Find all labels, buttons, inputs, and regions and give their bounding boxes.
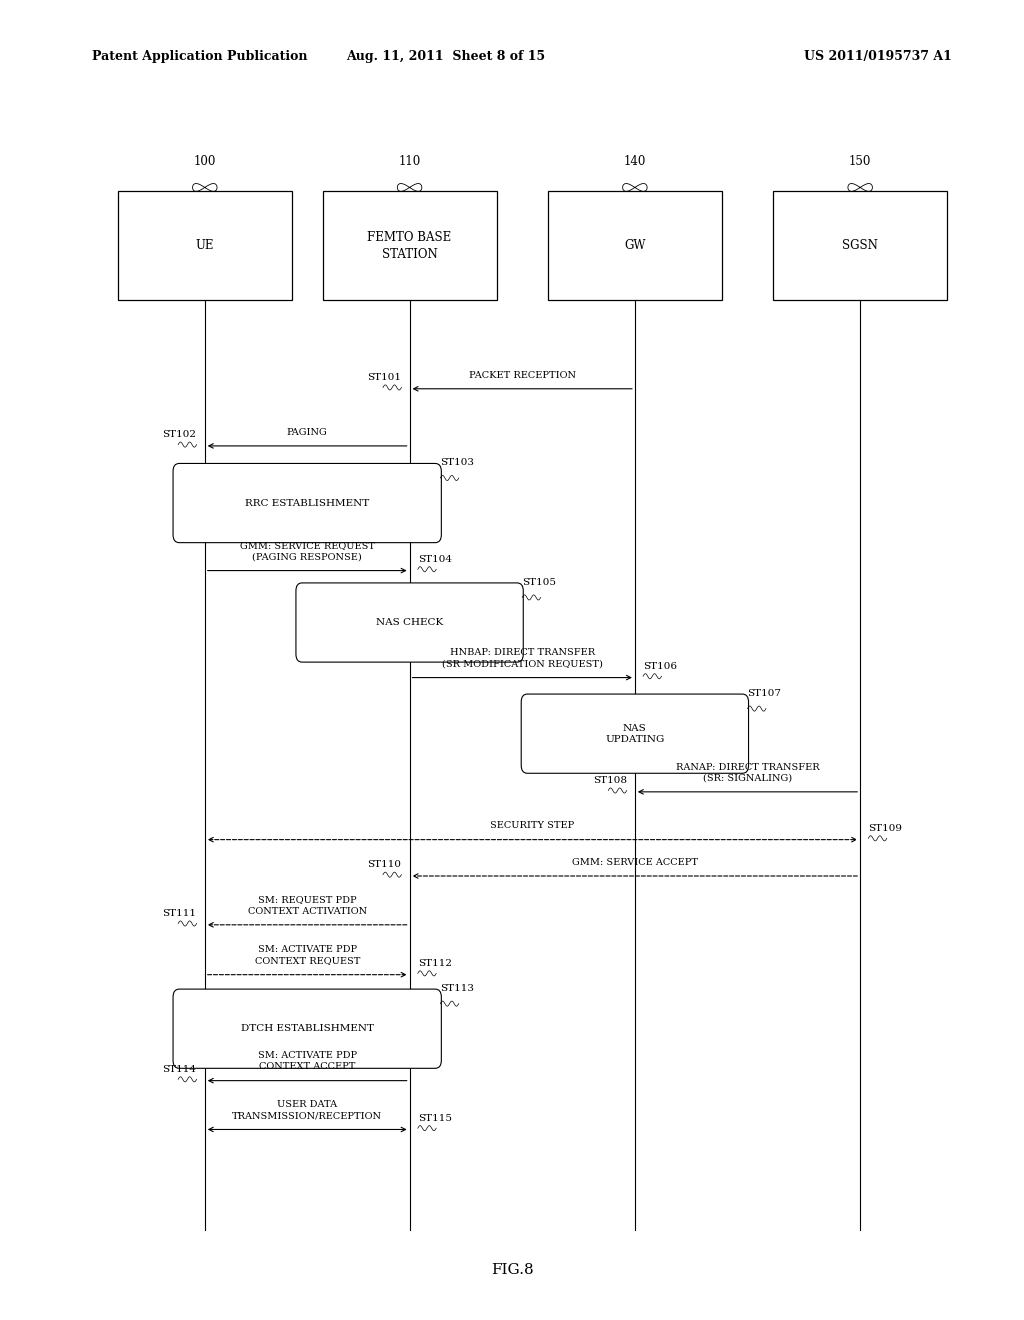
Text: GMM: SERVICE REQUEST
(PAGING RESPONSE): GMM: SERVICE REQUEST (PAGING RESPONSE) xyxy=(240,541,375,561)
Text: PAGING: PAGING xyxy=(287,428,328,437)
FancyBboxPatch shape xyxy=(548,191,722,301)
Text: ST101: ST101 xyxy=(368,374,401,383)
Text: 140: 140 xyxy=(624,154,646,168)
Text: SM: REQUEST PDP
CONTEXT ACTIVATION: SM: REQUEST PDP CONTEXT ACTIVATION xyxy=(248,895,367,916)
Text: ST110: ST110 xyxy=(368,861,401,870)
Text: DTCH ESTABLISHMENT: DTCH ESTABLISHMENT xyxy=(241,1024,374,1034)
Text: Patent Application Publication: Patent Application Publication xyxy=(92,50,307,63)
Text: ST112: ST112 xyxy=(418,960,452,968)
Text: ST106: ST106 xyxy=(643,661,677,671)
Text: ST105: ST105 xyxy=(522,578,556,587)
Text: ST111: ST111 xyxy=(163,909,197,919)
FancyBboxPatch shape xyxy=(173,463,441,543)
FancyBboxPatch shape xyxy=(521,694,749,774)
Text: 150: 150 xyxy=(849,154,871,168)
Text: SGSN: SGSN xyxy=(842,239,879,252)
Text: SM: ACTIVATE PDP
CONTEXT ACCEPT: SM: ACTIVATE PDP CONTEXT ACCEPT xyxy=(258,1051,356,1072)
Text: 100: 100 xyxy=(194,154,216,168)
Text: Aug. 11, 2011  Sheet 8 of 15: Aug. 11, 2011 Sheet 8 of 15 xyxy=(346,50,545,63)
Text: NAS
UPDATING: NAS UPDATING xyxy=(605,723,665,743)
Text: ST115: ST115 xyxy=(418,1114,452,1123)
Text: ST103: ST103 xyxy=(440,458,474,467)
Text: ST107: ST107 xyxy=(748,689,781,698)
Text: RRC ESTABLISHMENT: RRC ESTABLISHMENT xyxy=(245,499,370,508)
Text: UE: UE xyxy=(196,239,214,252)
Text: SM: ACTIVATE PDP
CONTEXT REQUEST: SM: ACTIVATE PDP CONTEXT REQUEST xyxy=(255,945,359,965)
Text: FEMTO BASE
STATION: FEMTO BASE STATION xyxy=(368,231,452,261)
FancyBboxPatch shape xyxy=(118,191,292,301)
FancyBboxPatch shape xyxy=(773,191,947,301)
FancyBboxPatch shape xyxy=(173,989,441,1068)
Text: ST113: ST113 xyxy=(440,985,474,993)
Text: HNBAP: DIRECT TRANSFER
(SR MODIFICATION REQUEST): HNBAP: DIRECT TRANSFER (SR MODIFICATION … xyxy=(441,648,603,668)
Text: ST108: ST108 xyxy=(593,776,627,785)
Text: GMM: SERVICE ACCEPT: GMM: SERVICE ACCEPT xyxy=(571,858,698,867)
Text: US 2011/0195737 A1: US 2011/0195737 A1 xyxy=(805,50,952,63)
Text: ST102: ST102 xyxy=(163,430,197,440)
Text: ST109: ST109 xyxy=(868,824,902,833)
Text: GW: GW xyxy=(625,239,645,252)
Text: FIG.8: FIG.8 xyxy=(490,1263,534,1276)
Text: USER DATA
TRANSMISSION/RECEPTION: USER DATA TRANSMISSION/RECEPTION xyxy=(232,1100,382,1121)
Text: PACKET RECEPTION: PACKET RECEPTION xyxy=(469,371,575,380)
Text: SECURITY STEP: SECURITY STEP xyxy=(490,821,574,830)
FancyBboxPatch shape xyxy=(296,583,523,663)
Text: 110: 110 xyxy=(398,154,421,168)
Text: NAS CHECK: NAS CHECK xyxy=(376,618,443,627)
Text: ST104: ST104 xyxy=(418,554,452,564)
Text: ST114: ST114 xyxy=(163,1065,197,1074)
Text: RANAP: DIRECT TRANSFER
(SR: SIGNALING): RANAP: DIRECT TRANSFER (SR: SIGNALING) xyxy=(676,763,819,783)
FancyBboxPatch shape xyxy=(323,191,497,301)
